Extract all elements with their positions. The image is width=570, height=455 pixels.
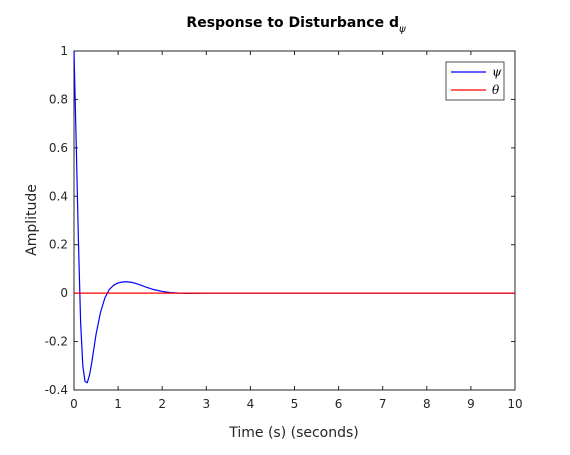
x-tick-label: 6 (335, 397, 343, 411)
y-tick-label: 0.4 (49, 189, 68, 203)
series-layer (73, 50, 515, 384)
legend-label-psi: ψ (492, 65, 502, 79)
chart-title-subscript: ψ (399, 24, 406, 35)
x-tick-label: 7 (379, 397, 387, 411)
y-tick-label: 0.2 (49, 238, 68, 252)
chart-title: Response to Disturbance dψ (186, 15, 406, 35)
x-tick-label: 3 (202, 397, 210, 411)
legend-label-theta: θ (492, 83, 500, 97)
x-tick-label: 1 (114, 397, 122, 411)
x-axis-label: Time (s) (seconds) (228, 425, 359, 441)
x-tick-label: 4 (247, 397, 255, 411)
legend-box (445, 61, 505, 101)
x-ticks: 0 1 2 3 4 5 6 7 8 9 10 (70, 51, 523, 411)
y-tick-label: -0.4 (45, 383, 68, 397)
y-ticks: -0.4 -0.2 0 0.2 0.4 0.6 0.8 1 (45, 44, 515, 397)
y-tick-label: 0.6 (49, 141, 68, 155)
x-tick-label: 10 (507, 397, 522, 411)
x-tick-label: 9 (467, 397, 475, 411)
axes-box (73, 50, 516, 391)
legend: ψ θ (445, 61, 505, 101)
y-tick-label: 0 (60, 286, 68, 300)
x-tick-label: 2 (158, 397, 166, 411)
x-tick-label: 8 (423, 397, 431, 411)
chart-title-main: Response to Disturbance d (186, 15, 399, 31)
x-tick-label: 5 (291, 397, 299, 411)
plot-area: 0 1 2 3 4 5 6 7 8 9 10 -0.4 -0.2 0 0.2 0.4 0.6 0.8 1 (45, 44, 523, 411)
y-tick-label: 0.8 (49, 92, 68, 106)
x-tick-label: 0 (70, 397, 78, 411)
y-tick-label: -0.2 (45, 335, 68, 349)
y-tick-label: 1 (60, 44, 68, 58)
y-axis-label: Amplitude (24, 184, 40, 256)
